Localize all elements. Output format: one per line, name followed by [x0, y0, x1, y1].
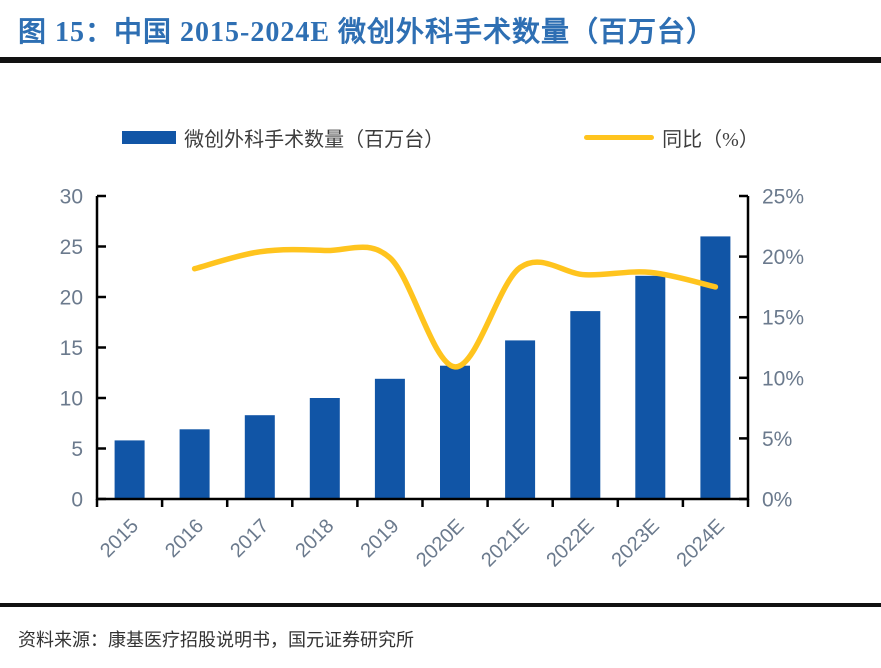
- bar-2019: [374, 378, 405, 499]
- x-tick-label-2018: 2018: [291, 515, 338, 562]
- bar-2024E: [700, 236, 731, 499]
- right-tick-label-5%: 5%: [762, 428, 792, 451]
- right-tick-label-10%: 10%: [762, 367, 804, 390]
- x-tick-label-2024E: 2024E: [673, 515, 729, 571]
- bar-2021E: [505, 340, 536, 499]
- right-tick-label-15%: 15%: [762, 307, 804, 330]
- bar-series-swatch: [122, 130, 177, 144]
- bar-2018: [309, 398, 340, 499]
- legend-item-yoy: 同比（%）: [584, 123, 759, 152]
- bar-2015: [114, 440, 145, 499]
- x-tick-label-2016: 2016: [161, 515, 208, 562]
- legend-label-yoy: 同比（%）: [662, 128, 759, 151]
- right-tick-label-0%: 0%: [762, 489, 792, 512]
- legend-label-surgeries: 微创外科手术数量（百万台）: [184, 128, 445, 151]
- right-tick-label-25%: 25%: [762, 186, 804, 209]
- bar-2023E: [635, 275, 666, 499]
- bar-2022E: [570, 311, 601, 499]
- x-tick-label-2019: 2019: [356, 515, 403, 562]
- right-tick-label-20%: 20%: [762, 246, 804, 269]
- bar-2020E: [440, 365, 470, 499]
- chart-legend: 微创外科手术数量（百万台） 同比（%）: [0, 119, 881, 155]
- x-tick-label-2017: 2017: [226, 515, 273, 562]
- legend-item-surgeries: 微创外科手术数量（百万台）: [122, 123, 444, 152]
- line-series-swatch: [584, 134, 655, 140]
- title-divider: [0, 57, 881, 63]
- left-tick-label-5: 5: [71, 438, 83, 461]
- bar-2017: [244, 415, 275, 499]
- left-tick-label-30: 30: [60, 186, 83, 209]
- left-tick-label-20: 20: [60, 287, 83, 310]
- left-tick-label-10: 10: [60, 388, 83, 411]
- left-tick-label-25: 25: [60, 236, 83, 259]
- x-tick-label-2021E: 2021E: [477, 515, 533, 571]
- left-tick-label-0: 0: [71, 489, 83, 512]
- x-tick-label-2015: 2015: [96, 515, 143, 562]
- left-tick-label-15: 15: [60, 337, 83, 360]
- x-tick-label-2022E: 2022E: [542, 515, 598, 571]
- figure-title: 图 15：中国 2015-2024E 微创外科手术数量（百万台）: [18, 17, 716, 48]
- x-tick-label-2020E: 2020E: [412, 515, 468, 571]
- bar-2016: [179, 429, 210, 499]
- x-tick-label-2023E: 2023E: [607, 515, 663, 571]
- source-note: 资料来源：康基医疗招股说明书，国元证券研究所: [18, 630, 414, 650]
- yoy-line: [191, 244, 719, 370]
- footer-divider: [0, 603, 881, 607]
